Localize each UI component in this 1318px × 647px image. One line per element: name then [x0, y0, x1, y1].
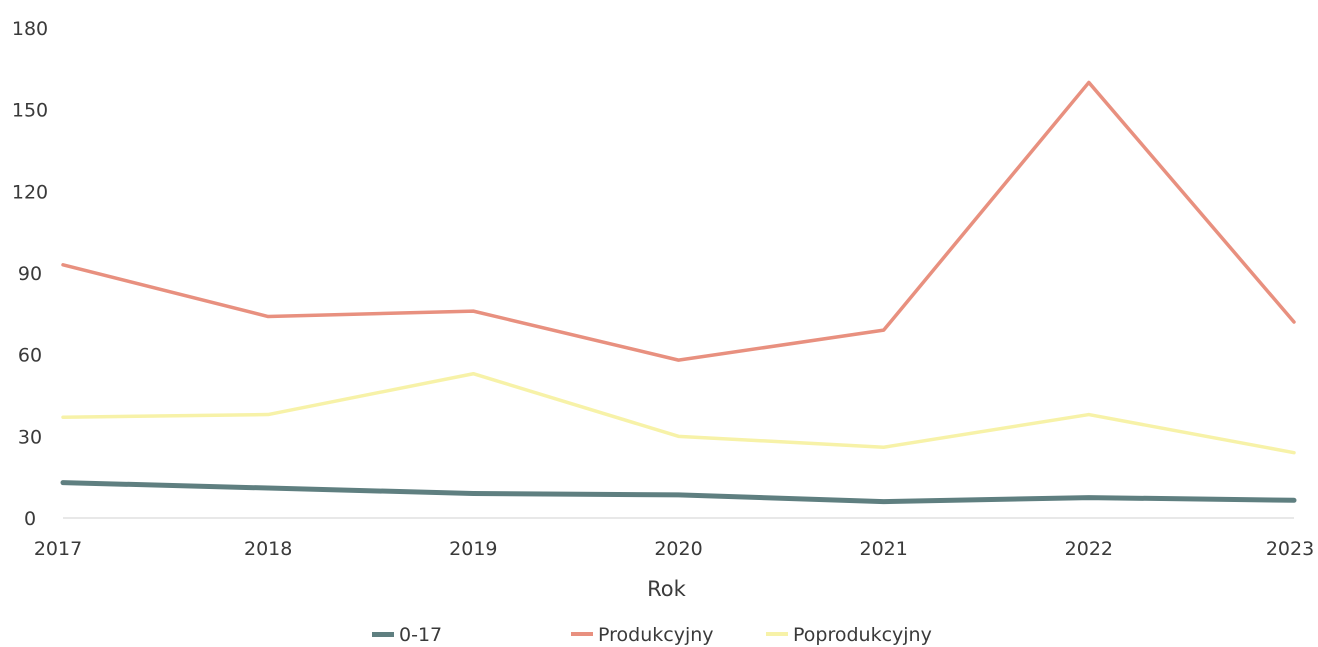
y-tick-label: 30 — [18, 426, 42, 448]
x-tick-label: 2018 — [244, 538, 292, 560]
legend: 0-17 Produkcyjny Poprodukcyjny — [372, 624, 932, 646]
x-tick-label: 2019 — [449, 538, 497, 560]
y-tick-label: 0 — [24, 508, 36, 530]
legend-item: 0-17 — [372, 624, 442, 646]
y-tick-label: 90 — [18, 263, 42, 285]
x-tick-label: 2023 — [1266, 538, 1314, 560]
x-axis-title: Rok — [647, 577, 686, 601]
series-line-0-17 — [60, 480, 1297, 505]
x-tick-label: 2021 — [859, 538, 907, 560]
legend-swatch — [571, 632, 593, 636]
y-tick-label: 180 — [12, 18, 48, 40]
legend-label: 0-17 — [399, 624, 442, 646]
series-line-produkcyjny — [61, 80, 1296, 362]
x-tick-label: 2017 — [34, 538, 82, 560]
series-line-poprodukcyjny — [61, 371, 1296, 455]
y-tick-label: 150 — [12, 100, 48, 122]
legend-label: Produkcyjny — [598, 624, 714, 646]
legend-label: Poprodukcyjny — [793, 624, 932, 646]
legend-swatch — [372, 632, 394, 637]
legend-swatch — [766, 632, 788, 636]
y-tick-label: 60 — [18, 345, 42, 367]
series-layer — [60, 80, 1297, 505]
x-tick-label: 2020 — [654, 538, 702, 560]
legend-item: Poprodukcyjny — [766, 624, 932, 646]
legend-item: Produkcyjny — [571, 624, 714, 646]
x-tick-label: 2022 — [1065, 538, 1113, 560]
x-axis-ticks: 2017 2018 2019 2020 2021 2022 2023 — [34, 538, 1314, 560]
y-axis-ticks: 0 30 60 90 120 150 180 — [12, 18, 48, 530]
y-tick-label: 120 — [12, 181, 48, 203]
